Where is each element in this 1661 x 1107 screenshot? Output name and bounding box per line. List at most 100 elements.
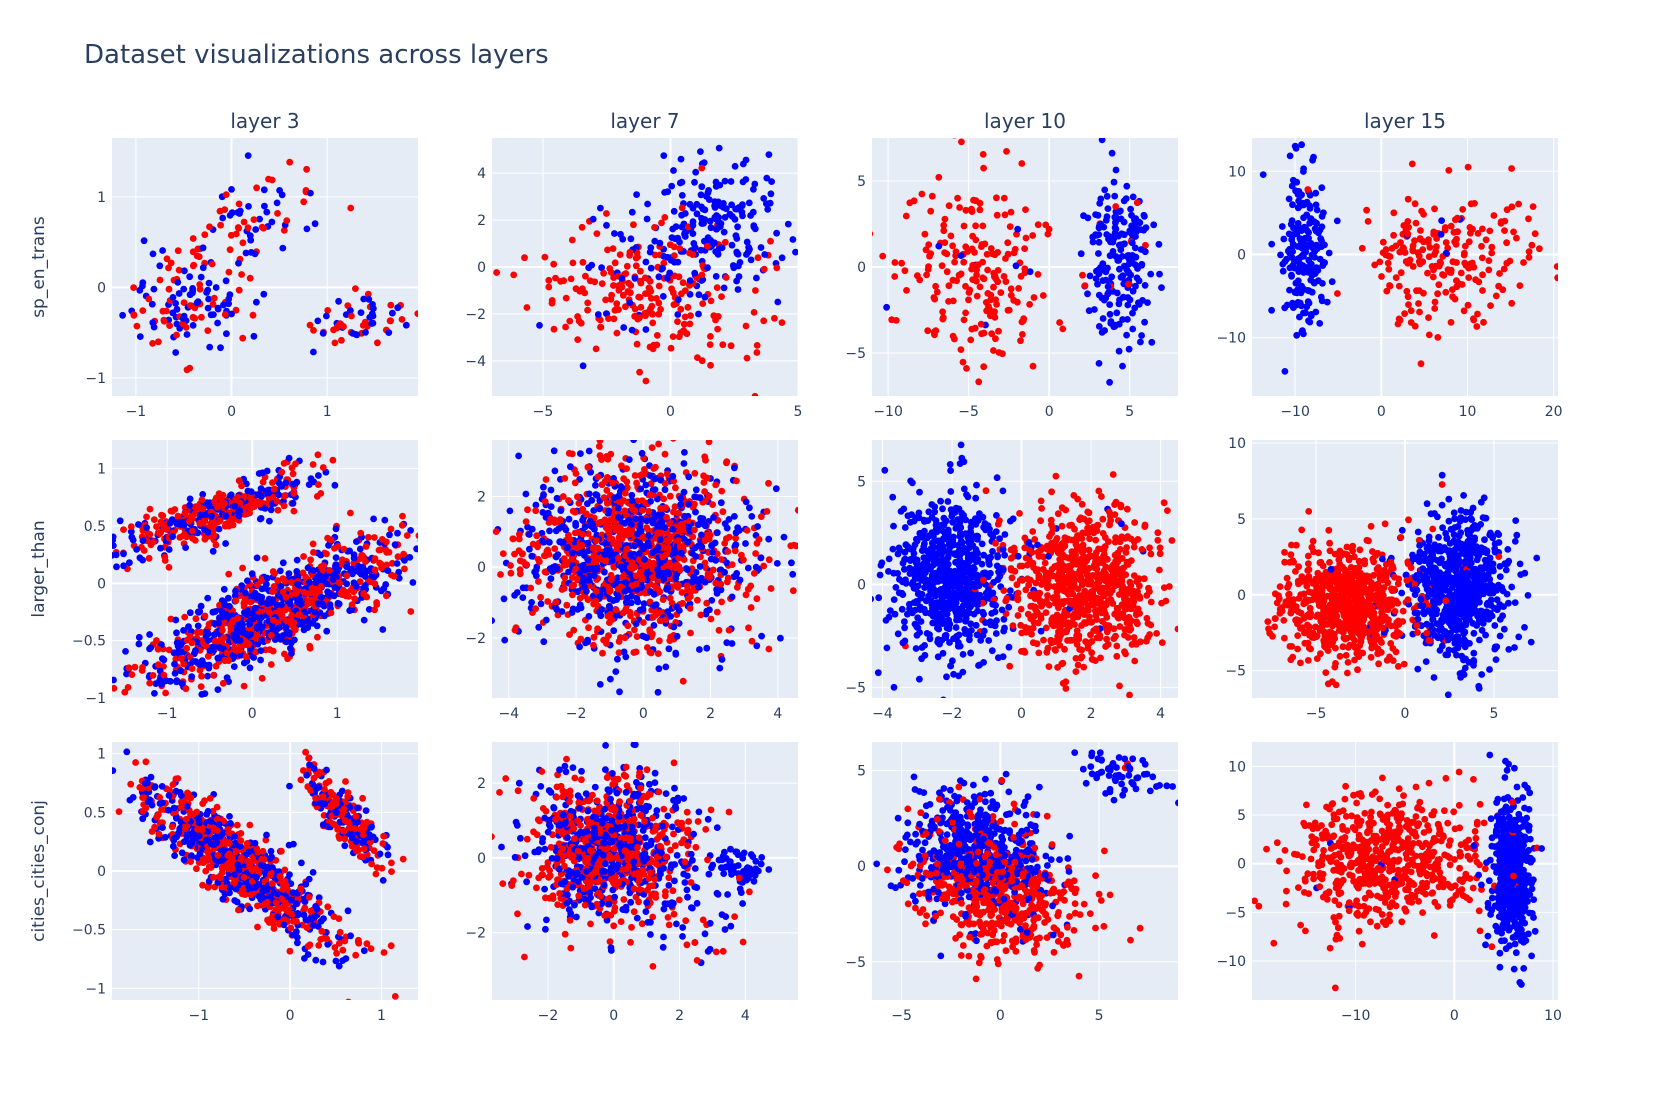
point-red [121,707,128,714]
point-blue [263,580,270,588]
point-blue [279,559,287,567]
point-blue [660,152,668,160]
point-red [651,251,659,259]
point-red [192,503,200,511]
point-red [569,259,577,267]
point-blue [720,228,728,236]
point-blue [402,321,410,329]
point-blue [698,543,706,551]
point-blue [662,663,670,671]
point-blue [177,667,185,675]
point-red [270,616,277,624]
point-blue [1026,268,1034,276]
point-red [383,549,391,556]
point-red [560,277,568,285]
point-blue [1286,152,1294,160]
point-blue [704,234,712,242]
point-blue [140,237,148,245]
point-red [1130,543,1138,551]
point-blue [731,162,739,170]
point-red [596,440,604,444]
point-blue [957,252,965,259]
point-red [343,572,351,580]
point-red [613,300,621,308]
point-blue [669,526,676,533]
point-red [655,310,663,318]
point-blue [745,199,753,207]
point-blue [622,578,629,586]
point-blue [242,630,250,638]
point-red [1408,160,1416,168]
point-red [165,264,172,272]
point-red [642,377,650,385]
point-red [985,303,992,310]
point-blue [173,678,180,686]
point-red [1026,301,1033,308]
point-blue [1120,218,1128,226]
point-red [212,541,220,549]
point-blue [1319,280,1326,287]
point-blue [727,178,735,185]
point-red [181,613,189,621]
point-red [280,460,288,467]
y-tick-label: −1 [85,371,106,387]
point-blue [654,566,661,573]
point-red [679,677,687,685]
point-red [581,289,589,297]
subplot-sp_en_trans-layer-10: −10 −5 0 5−505 [845,138,1178,420]
point-red [1434,290,1441,298]
point-red [160,317,168,325]
point-blue [325,592,333,599]
point-red [709,501,716,508]
point-red [740,556,747,564]
point-red [183,636,191,644]
point-blue [1300,165,1307,173]
point-blue [1119,362,1126,370]
point-red [663,514,670,521]
point-blue [244,577,251,585]
point-red [238,271,246,278]
point-blue [433,561,440,568]
point-red [636,368,643,376]
point-blue [1129,309,1136,317]
point-red [1379,238,1387,246]
point-blue [225,300,233,308]
point-red [646,628,654,636]
point-red [713,284,721,291]
point-red [1503,206,1511,214]
point-blue [778,254,786,262]
point-blue [638,449,646,457]
point-red [972,236,980,244]
point-blue [1000,615,1008,623]
point-red [615,638,623,645]
point-red [1474,310,1481,318]
point-blue [1281,368,1289,375]
point-blue [585,565,593,573]
point-blue [748,513,756,520]
point-blue [347,565,355,573]
point-blue [540,483,547,491]
point-red [984,266,991,274]
row-title-3: cities_cities_conj [29,800,49,942]
point-blue [712,556,720,564]
point-red [956,204,963,211]
point-red [686,249,693,257]
point-blue [538,529,546,537]
point-red [902,212,910,220]
point-blue [962,617,969,625]
point-blue [638,584,646,591]
point-red [691,526,698,534]
point-red [1385,265,1393,273]
point-red [606,265,614,272]
point-red [939,308,946,316]
point-red [669,333,677,340]
point-blue [601,551,609,558]
point-blue [278,601,285,609]
point-red [230,515,237,523]
point-blue [721,177,729,185]
point-blue [150,285,158,293]
point-blue [665,570,672,577]
point-red [636,472,644,479]
point-red [387,301,395,309]
point-blue [678,192,686,199]
